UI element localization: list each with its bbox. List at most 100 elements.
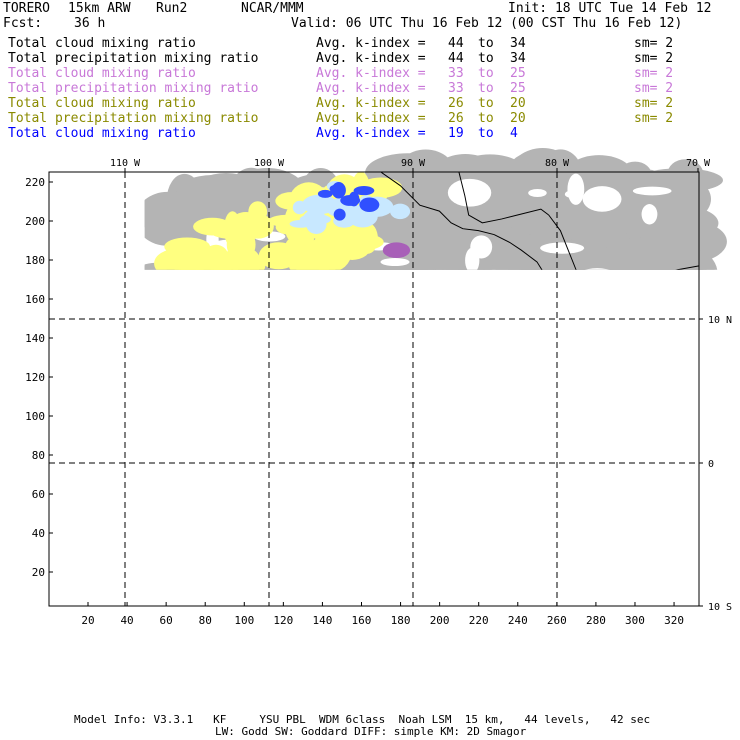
light-blue-cloud (568, 420, 593, 443)
cloud-patch (257, 371, 298, 410)
cloud-patch (422, 413, 493, 443)
cloud-patch (348, 365, 428, 418)
clear-patch (244, 375, 272, 405)
blue-cloud (624, 569, 635, 592)
light-blue-cloud (489, 456, 531, 480)
cloud-patch (336, 369, 415, 418)
cloud-patch (570, 298, 610, 352)
cloud-patch (532, 295, 558, 316)
light-blue-cloud (492, 560, 541, 580)
cloud-patch (491, 439, 564, 480)
axis-ticks: 220 200 180 160 140 120 100 80 60 40 20 20 40 60 80 100… (25, 158, 732, 627)
cloud-patch (274, 480, 352, 510)
cloud-patch (452, 327, 494, 361)
cloud-patch (152, 393, 176, 429)
cloud-patch (583, 420, 641, 452)
light-blue-cloud (620, 452, 665, 462)
cloud-patch (346, 513, 428, 546)
lon-label: 90 W (401, 158, 426, 169)
purple-cloud (382, 242, 411, 259)
clear-patch (309, 279, 342, 298)
light-blue-cloud (477, 491, 509, 500)
blue-cloud (600, 471, 629, 486)
cloud-patch (287, 264, 305, 270)
cloud-patch (300, 539, 329, 580)
cloud-patch (626, 357, 705, 406)
cloud-patch (153, 387, 191, 413)
cloud-patch (398, 495, 470, 520)
cloud-patch (194, 478, 236, 494)
blue-cloud (583, 529, 607, 546)
light-blue-cloud (660, 466, 688, 488)
cloud-patch (496, 430, 557, 460)
cloud-patch (552, 352, 617, 402)
cloud-patch (150, 357, 175, 389)
cloud-patch (256, 298, 305, 352)
dark-blue-cloud (593, 585, 609, 597)
cloud-patch (570, 517, 656, 561)
light-blue-cloud (646, 474, 676, 491)
cloud-patch (215, 310, 275, 348)
legend-k-to: 20 (510, 111, 526, 126)
cloud-patch (562, 331, 599, 353)
cloud-patch (239, 493, 318, 509)
light-blue-cloud (535, 510, 551, 531)
cloud-patch (516, 273, 541, 322)
blue-cloud (609, 519, 622, 527)
cloud-patch (637, 283, 701, 320)
cloud-patch (153, 327, 212, 348)
clear-patch (552, 521, 571, 546)
cloud-patch (432, 206, 472, 229)
cloud-patch (630, 275, 673, 310)
cloud-patch (537, 303, 603, 345)
cloud-patch (495, 332, 578, 378)
cloud-patch (642, 320, 701, 366)
cloud-patch (422, 356, 497, 380)
cloud-patch (160, 340, 203, 360)
cloud-patch (232, 508, 315, 559)
cloud-patch (635, 302, 669, 354)
cloud-patch (653, 284, 732, 307)
cloud-patch (509, 518, 593, 549)
cloud-patch (168, 531, 237, 573)
light-blue-cloud (683, 435, 695, 456)
cloud-patch (199, 527, 232, 549)
legend-field: Total cloud mixing ratio (8, 126, 196, 141)
cloud-patch (667, 464, 701, 498)
cloud-patch (597, 350, 626, 385)
cloud-patch (290, 395, 372, 446)
cloud-patch (646, 323, 692, 344)
cloud-patch (316, 442, 370, 477)
cloud-patch (177, 530, 227, 582)
cloud-patch (336, 294, 409, 310)
light-blue-cloud (569, 503, 583, 516)
light-blue-cloud (604, 542, 622, 552)
cloud-patch (224, 453, 265, 470)
purple-cloud (98, 438, 118, 450)
light-blue-cloud (634, 577, 666, 587)
x-tick-label: 140 (312, 614, 332, 627)
cloud-patch (582, 416, 639, 438)
cloud-patch (443, 551, 523, 577)
cloud-patch (204, 491, 269, 542)
blue-cloud (671, 490, 683, 503)
cloud-patch (207, 523, 282, 543)
cloud-patch (198, 497, 244, 538)
x-tick-label: 60 (160, 614, 173, 627)
legend-sm: sm= 2 (634, 66, 674, 81)
cloud-patch (465, 518, 550, 539)
cloud-patch (659, 420, 688, 456)
cloud-patch (385, 306, 438, 323)
cloud-patch (469, 401, 520, 418)
cloud-patch (202, 265, 248, 270)
cloud-patch (573, 419, 602, 457)
cloud-patch (525, 397, 563, 434)
cloud-patch (637, 283, 709, 307)
cloud-patch (507, 290, 549, 318)
clear-patch (670, 403, 682, 414)
clear-patch (262, 504, 292, 528)
cloud-patch (359, 532, 397, 584)
cloud-patch (568, 286, 647, 317)
cloud-patch (592, 318, 649, 358)
cloud-patch (637, 375, 679, 422)
